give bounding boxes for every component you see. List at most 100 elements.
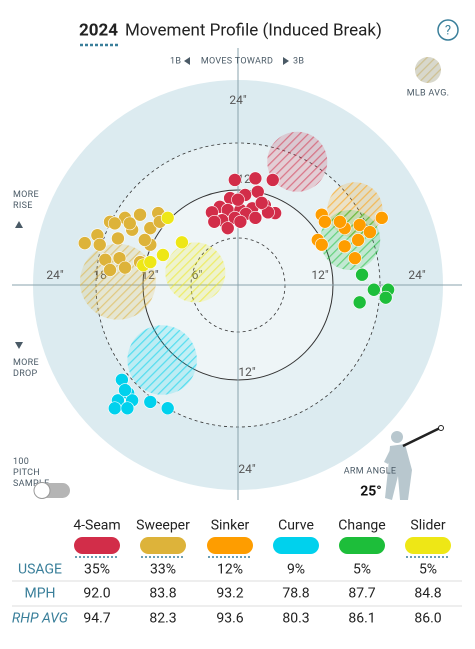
row-label: USAGE — [18, 562, 62, 578]
pitch-dot — [374, 211, 389, 225]
pitch-dot — [352, 295, 367, 310]
pitch-dot — [348, 251, 362, 265]
table-cell: 93.2 — [216, 586, 243, 602]
mlb-avg-label: MLB AVG. — [407, 88, 450, 98]
pitch-dot — [337, 239, 352, 254]
pitch-dot — [248, 171, 263, 186]
arrow-left — [184, 57, 190, 65]
pitch-dot — [92, 237, 107, 252]
mlb-average — [267, 131, 328, 192]
pitch-pill — [140, 537, 186, 554]
table-cell: 93.6 — [216, 611, 243, 627]
table-cell: 9% — [287, 562, 305, 578]
pitch-dot — [118, 383, 132, 397]
more-drop: MORE DROP — [13, 358, 39, 379]
mlb-avg-icon-tone — [415, 57, 441, 83]
pitch-dot — [261, 205, 275, 220]
pitch-dot — [156, 248, 170, 262]
row-label: MPH — [24, 586, 55, 602]
arm-angle-label: ARM ANGLE — [344, 466, 397, 476]
pitch-dot — [254, 196, 269, 210]
direction-3b: 3B — [293, 56, 304, 66]
year: 2024 — [79, 20, 118, 40]
pitch-dot — [122, 216, 137, 231]
head — [391, 431, 403, 443]
pitch-dot — [107, 216, 122, 231]
pitch-pill — [74, 537, 120, 554]
table-cell: 86.0 — [414, 611, 441, 627]
pitch-dot — [363, 225, 377, 239]
mlb-average — [127, 325, 197, 395]
body — [385, 444, 412, 500]
table-cell: 82.3 — [149, 611, 176, 627]
pitch-pill — [207, 537, 253, 554]
ring-label: 24" — [229, 93, 246, 107]
pitch-dot — [352, 218, 367, 232]
pitch-dot — [107, 401, 122, 416]
table-cell: 33% — [150, 562, 176, 578]
pitch-dot — [228, 173, 242, 187]
table-cell: 92.0 — [83, 586, 110, 602]
toggle-knob[interactable] — [33, 482, 51, 499]
pitch-pill — [405, 537, 451, 554]
pitch-dot — [318, 215, 332, 229]
ring-label: 24" — [46, 268, 63, 282]
mlb-average — [165, 242, 226, 303]
help-icon[interactable]: ? — [445, 23, 451, 38]
ring-label: 12" — [238, 365, 255, 379]
mlb-avg-icon — [415, 57, 441, 83]
pitch-name: Change — [338, 518, 385, 534]
pitch-dot — [233, 215, 248, 229]
more-rise: MORE RISE — [13, 190, 39, 211]
pitch-pill — [339, 537, 385, 554]
glove-arm — [384, 448, 395, 464]
table-cell: 84.8 — [414, 586, 441, 602]
pitch-dot — [333, 215, 347, 229]
pitch-dot — [103, 263, 117, 277]
header: 2024 Movement Profile (Induced Break) ? — [79, 19, 459, 47]
pitch-dot — [137, 233, 152, 247]
table-cell: 83.8 — [149, 586, 176, 602]
pitch-dot — [133, 207, 147, 222]
pitch-dot — [111, 231, 125, 246]
pitch-dot — [175, 235, 189, 250]
row-label: RHP AVG — [12, 611, 68, 627]
pitch-dot — [378, 290, 393, 305]
pitch-dot — [160, 401, 175, 416]
pitch-name: Sinker — [211, 518, 250, 534]
pitch-dot — [248, 211, 263, 225]
pitch-dot — [265, 173, 280, 187]
table-cell: 94.7 — [83, 611, 110, 627]
pitch-dot — [314, 237, 329, 252]
pitch-dot — [367, 282, 381, 297]
table-cell: 86.1 — [348, 611, 375, 627]
table-cell: 12% — [217, 562, 243, 578]
sample-label: 100 PITCH SAMPLE — [13, 457, 50, 489]
table-cell: 78.8 — [282, 586, 309, 602]
pitch-dot — [220, 221, 235, 235]
ring-label: 12" — [311, 268, 328, 282]
table-cell: 87.7 — [348, 586, 375, 602]
arm-angle-value: 25° — [360, 484, 382, 500]
direction-1b: 1B — [170, 56, 181, 66]
ring-label: 24" — [408, 268, 425, 282]
pitch-pill — [273, 537, 319, 554]
table-cell: 80.3 — [282, 611, 309, 627]
pitch-dot — [160, 211, 175, 225]
pitch-dot — [143, 255, 158, 269]
pitch-dot — [120, 401, 135, 416]
title: Movement Profile (Induced Break) — [125, 20, 382, 40]
pitch-dot — [118, 260, 132, 275]
arm-angle-line — [402, 426, 441, 448]
pitch-dot — [143, 395, 158, 409]
help-button[interactable] — [437, 19, 459, 41]
table-cell: 5% — [353, 562, 371, 578]
ball — [438, 425, 444, 431]
arrow-up — [15, 221, 23, 228]
direction-text: MOVES TOWARD — [201, 56, 273, 66]
pitch-name: 4-Seam — [73, 518, 120, 534]
pitch-dot — [355, 267, 369, 282]
pitch-name: Slider — [410, 518, 445, 534]
pitch-name: Curve — [278, 518, 314, 534]
